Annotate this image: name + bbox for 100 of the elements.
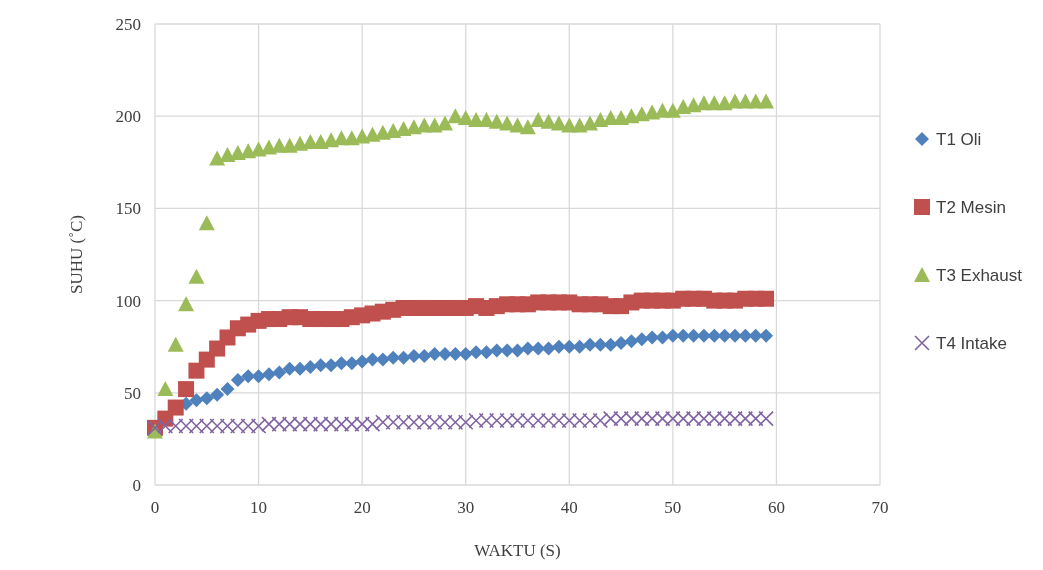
point xyxy=(251,369,266,384)
x-tick-label: 10 xyxy=(250,498,268,517)
point xyxy=(292,416,308,432)
point xyxy=(664,102,681,118)
point xyxy=(395,414,412,431)
point xyxy=(427,347,442,362)
point xyxy=(530,412,547,429)
point xyxy=(685,410,702,427)
point xyxy=(571,412,588,429)
point xyxy=(354,416,370,432)
point xyxy=(396,350,411,365)
point xyxy=(365,352,380,367)
x-tick-label: 0 xyxy=(150,498,160,517)
point xyxy=(157,418,174,434)
point xyxy=(406,414,422,431)
point xyxy=(375,414,391,431)
point xyxy=(385,122,402,138)
point xyxy=(343,416,360,432)
point xyxy=(478,412,495,429)
point xyxy=(520,341,535,356)
point xyxy=(167,399,184,416)
point xyxy=(209,150,226,166)
point xyxy=(665,328,680,343)
point xyxy=(540,412,557,429)
point xyxy=(281,416,298,432)
point xyxy=(426,414,443,431)
point xyxy=(198,215,215,231)
point xyxy=(614,336,629,351)
point xyxy=(748,328,763,343)
point xyxy=(665,410,681,427)
legend-label: T2 Mesin xyxy=(936,198,1006,217)
point xyxy=(210,387,225,402)
y-tick-label: 0 xyxy=(132,476,141,495)
point xyxy=(178,296,195,312)
point xyxy=(364,416,381,432)
point xyxy=(644,104,661,120)
point xyxy=(592,111,609,127)
point xyxy=(737,410,754,427)
point xyxy=(603,337,618,352)
point xyxy=(696,328,711,343)
point xyxy=(479,345,494,360)
point xyxy=(271,416,288,432)
point xyxy=(293,361,307,376)
point xyxy=(634,332,649,347)
point xyxy=(261,416,277,432)
point xyxy=(282,361,297,376)
point xyxy=(593,337,608,352)
point xyxy=(438,347,452,362)
x-tick-label: 30 xyxy=(457,498,475,517)
point xyxy=(303,359,318,374)
point xyxy=(706,410,723,427)
x-tick-label: 40 xyxy=(560,498,578,517)
point xyxy=(520,412,536,429)
point xyxy=(178,418,194,434)
point xyxy=(509,412,526,429)
legend-label: T4 Intake xyxy=(936,334,1007,353)
point xyxy=(406,348,421,363)
point xyxy=(488,412,505,429)
point xyxy=(686,328,701,343)
point xyxy=(758,93,775,109)
point xyxy=(675,98,692,114)
point xyxy=(188,362,205,379)
point xyxy=(189,393,204,408)
point xyxy=(219,418,236,434)
x-tick-label: 60 xyxy=(767,498,785,517)
y-tick-label: 250 xyxy=(115,15,141,34)
point xyxy=(561,412,578,429)
point xyxy=(500,343,515,358)
point xyxy=(562,339,577,354)
point xyxy=(531,341,546,356)
point xyxy=(178,381,195,398)
point xyxy=(447,414,464,431)
point xyxy=(386,350,401,365)
point xyxy=(510,343,525,358)
point xyxy=(519,119,536,135)
point xyxy=(707,328,722,343)
point xyxy=(583,337,597,352)
point xyxy=(209,340,226,357)
point xyxy=(717,328,732,343)
point xyxy=(292,135,308,151)
point xyxy=(333,416,350,432)
legend-label: T1 Oli xyxy=(936,130,982,149)
point xyxy=(747,410,764,427)
point xyxy=(654,410,671,427)
point xyxy=(645,330,660,345)
point xyxy=(198,418,215,434)
point xyxy=(437,115,453,131)
point xyxy=(551,339,566,354)
point xyxy=(385,414,402,431)
point xyxy=(624,334,639,349)
point xyxy=(716,410,733,427)
point xyxy=(468,412,484,429)
point xyxy=(344,356,359,371)
legend-label: T3 Exhaust xyxy=(936,266,1023,285)
point xyxy=(188,418,205,434)
point xyxy=(602,410,619,427)
point xyxy=(489,343,504,358)
point xyxy=(241,369,256,384)
point xyxy=(655,330,670,345)
point xyxy=(458,347,473,362)
